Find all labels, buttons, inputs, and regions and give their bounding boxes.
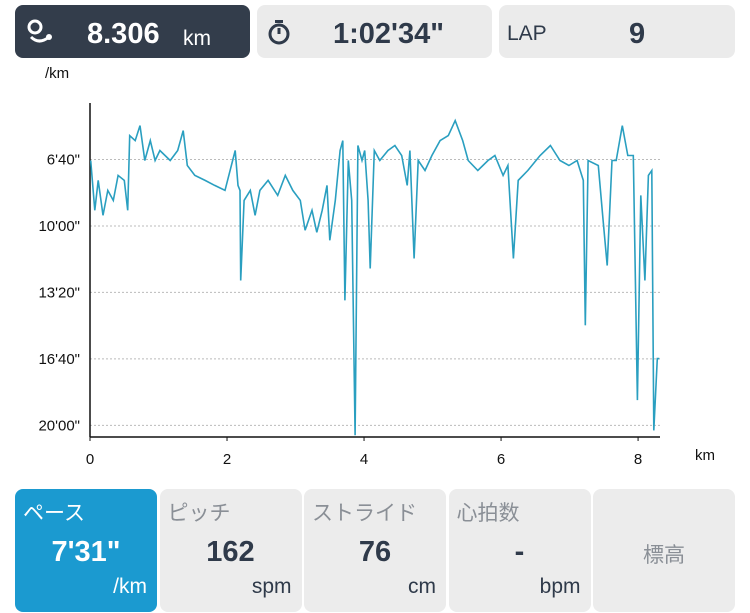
stat-value: - xyxy=(514,536,525,568)
stat-value: 7'31" xyxy=(51,536,121,568)
stat-value: 162 xyxy=(206,536,255,568)
stat-label: ピッチ xyxy=(167,502,231,525)
x-tick-label: 0 xyxy=(86,451,94,468)
stat-tile[interactable]: ストライド 76 cm xyxy=(304,489,446,612)
stat-label: 標高 xyxy=(643,544,685,567)
x-tick-label: 4 xyxy=(360,451,368,468)
distance-unit: km xyxy=(183,27,211,50)
y-tick-label: 16'40" xyxy=(38,351,80,368)
stat-unit: bpm xyxy=(539,575,581,598)
x-tick-label: 8 xyxy=(634,451,642,468)
lap-value: 9 xyxy=(629,18,646,50)
stat-label: ペース xyxy=(23,502,85,525)
time-value: 1:02'34" xyxy=(333,18,444,50)
y-tick-label: 20'00" xyxy=(38,417,80,434)
stat-label: 心拍数 xyxy=(456,502,520,525)
stat-unit: spm xyxy=(251,575,292,598)
y-tick-label: 6'40" xyxy=(47,151,80,168)
timer-icon xyxy=(268,20,290,45)
time-tile[interactable]: 1:02'34" xyxy=(257,5,492,58)
stat-unit: cm xyxy=(408,575,436,598)
stat-label: ストライド xyxy=(312,502,417,525)
stat-tile[interactable]: ピッチ 162 spm xyxy=(159,489,302,612)
pace-line xyxy=(89,118,660,436)
stat-tile[interactable]: ペース 7'31" /km xyxy=(15,489,157,612)
x-axis-label: km xyxy=(695,447,715,464)
distance-tile[interactable]: 8.306 km xyxy=(15,5,250,58)
chart: /km km 6'40" 10'00" 13'20" 16'40" 20'00" 0 2 4 6… xyxy=(38,65,715,468)
x-tick-label: 2 xyxy=(223,451,231,468)
y-tick-label: 10'00" xyxy=(38,218,80,235)
y-tick-label: 13'20" xyxy=(38,284,80,301)
x-tick-label: 6 xyxy=(497,451,505,468)
stat-tile[interactable]: 心拍数 - bpm xyxy=(448,489,591,612)
distance-icon xyxy=(27,19,52,43)
y-axis-label: /km xyxy=(45,65,69,82)
stat-value: 76 xyxy=(358,536,392,568)
stat-tile[interactable]: 標高 xyxy=(593,489,735,612)
lap-tile[interactable]: LAP 9 xyxy=(499,5,735,58)
distance-value: 8.306 xyxy=(87,18,160,50)
lap-label: LAP xyxy=(507,22,547,45)
stat-unit: /km xyxy=(113,575,147,598)
